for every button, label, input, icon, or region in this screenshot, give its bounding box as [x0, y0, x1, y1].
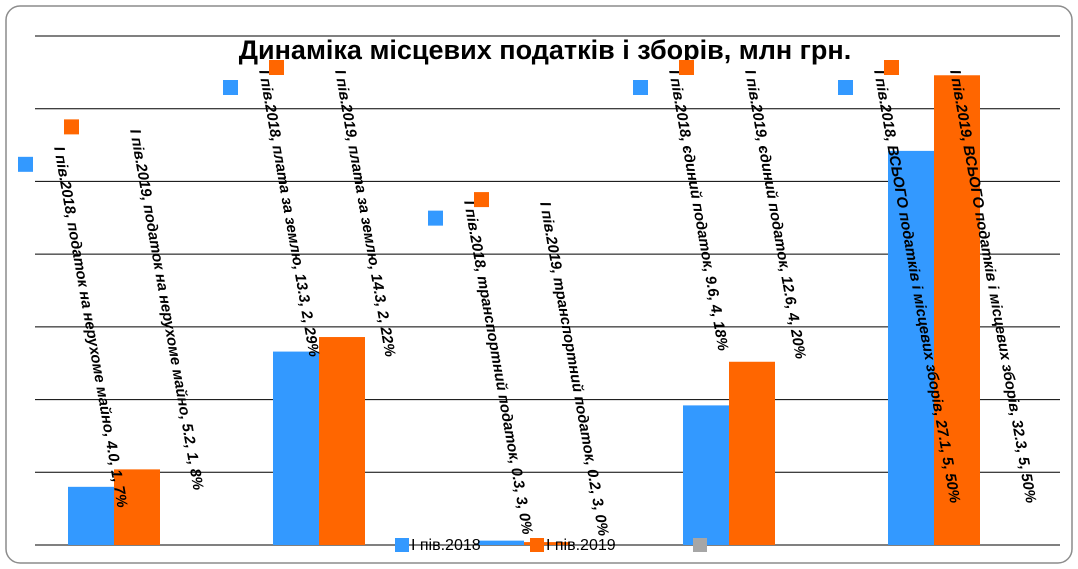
bar — [478, 540, 524, 545]
legend-label: I пів.2019 — [546, 537, 616, 554]
bar — [888, 150, 934, 546]
legend-swatch — [530, 538, 544, 552]
label-marker — [18, 156, 33, 172]
bar — [729, 361, 775, 545]
legend-label: I пів.2018 — [411, 537, 481, 554]
bar — [683, 405, 729, 545]
bar — [934, 75, 980, 545]
label-marker — [269, 60, 284, 75]
label-marker — [474, 192, 489, 208]
label-marker — [884, 60, 899, 75]
label-marker — [223, 80, 238, 95]
chart-frame — [5, 5, 1073, 564]
bar — [319, 337, 365, 545]
label-marker — [838, 80, 853, 95]
chart-title: Динаміка місцевих податків і зборів, млн… — [239, 35, 851, 65]
label-marker — [633, 80, 648, 95]
bar — [273, 351, 319, 545]
bar — [114, 469, 160, 545]
label-marker — [64, 119, 79, 135]
legend-swatch — [693, 538, 707, 552]
bar — [68, 486, 114, 545]
legend-swatch — [395, 538, 409, 552]
label-marker — [428, 210, 443, 226]
bar — [524, 542, 570, 545]
label-marker — [679, 60, 694, 75]
